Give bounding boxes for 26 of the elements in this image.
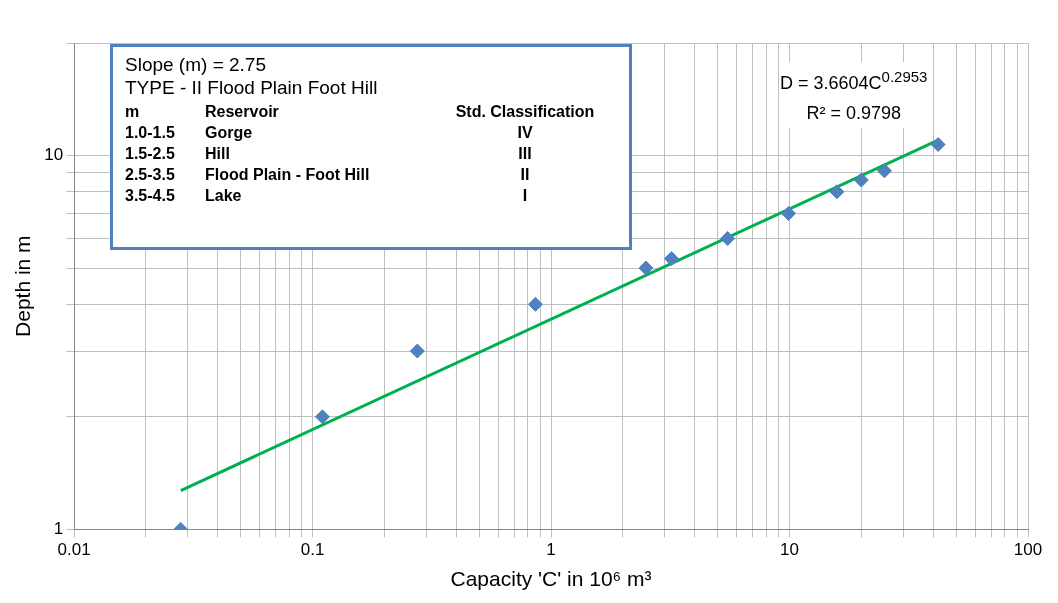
annotation: I [521,186,529,206]
annotation: R² = 0.9798 [805,102,902,125]
annotation: 2.5-3.5 [125,165,176,185]
annotation: III [517,144,533,164]
annotation: Hill [205,144,231,164]
x-tick-label: 10 [780,540,799,560]
x-tick-label: 1 [546,540,556,560]
annotation: 1.0-1.5 [125,123,176,143]
x-tick-label: 0.1 [300,540,325,560]
annotation: TYPE - II Flood Plain Foot Hill [125,76,379,99]
annotation: Reservoir [205,102,280,122]
x-axis-title: Capacity 'C' in 10⁶ m³ [450,567,652,591]
annotation: m [125,102,141,122]
annotation: II [519,165,531,185]
x-tick-label: 0.01 [57,540,91,560]
annotation: IV [516,123,534,143]
annotation: D = 3.6604C$^{0.2953}$ [780,67,928,95]
annotation: Flood Plain - Foot Hill [205,165,371,185]
annotation: Lake [205,186,243,206]
annotation: 1.5-2.5 [125,144,176,164]
y-axis-title: Depth in m [11,235,35,337]
annotation: Slope (m) = 2.75 [125,53,267,76]
annotation: Gorge [205,123,254,143]
annotation: 3.5-4.5 [125,186,176,206]
x-tick-label: 100 [1013,540,1043,560]
annotation: Std. Classification [454,102,596,122]
